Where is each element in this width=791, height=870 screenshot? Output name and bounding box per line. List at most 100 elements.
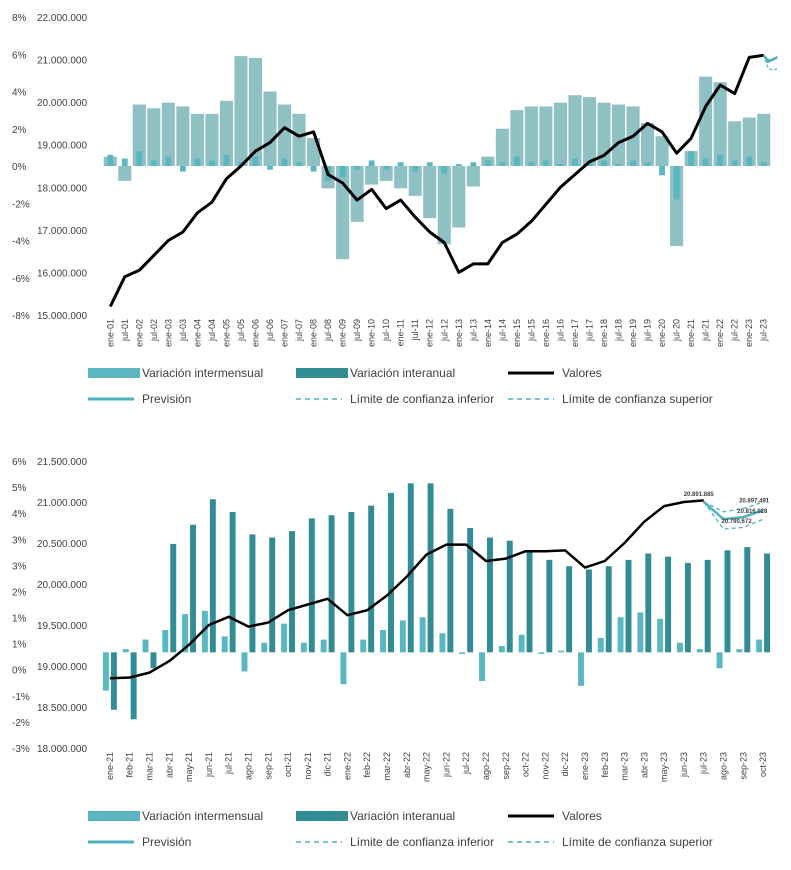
intermensual-bar (717, 154, 724, 166)
interanual-bar (407, 483, 414, 653)
intermensual-bar (223, 154, 230, 166)
intermensual-bar (760, 162, 767, 166)
interanual-bar (234, 56, 248, 166)
interanual-bar (704, 559, 711, 653)
x-tick-label: ene-18 (599, 319, 609, 347)
x-tick-label: ene-21 (686, 319, 696, 347)
x-tick-label: oct-23 (758, 752, 768, 777)
intermensual-bar (601, 160, 607, 166)
x-tick-label: jul-03 (178, 319, 188, 342)
interanual-bar (757, 113, 771, 166)
left-tick-label: 2% (12, 125, 27, 136)
x-tick-label: jun-23 (679, 752, 689, 778)
x-tick-label: jul-20 (672, 319, 682, 342)
intermensual-bar (252, 156, 259, 166)
left-tick-label: 3% (12, 535, 27, 546)
intermensual-bar (241, 652, 248, 672)
forecast-value-label: 20.816.028 (737, 509, 768, 515)
interanual-bar (526, 550, 533, 653)
left-tick-label: 1% (12, 640, 27, 651)
interanual-bar (269, 537, 276, 653)
interanual-bar (336, 166, 350, 260)
prevision-line (762, 54, 778, 64)
interanual-bar (670, 166, 684, 247)
right-tick-label: 21.000.000 (37, 498, 87, 509)
left-tick-label: -4% (12, 237, 30, 248)
interanual-bar (724, 550, 731, 653)
interanual-bar (611, 104, 626, 166)
x-tick-label: feb-21 (125, 752, 135, 778)
intermensual-bar (209, 160, 215, 166)
valores-line (109, 499, 704, 680)
interanual-bar (130, 652, 137, 720)
right-tick-label: 15.000.000 (37, 311, 87, 322)
legend-limite-superior-label: Límite de confianza superior (562, 835, 713, 849)
left-tick-label: 2% (12, 587, 27, 598)
x-tick-label: jul-02 (149, 319, 159, 342)
interanual-bar (568, 95, 582, 166)
interanual-bar (277, 104, 292, 166)
limite-superior-line (703, 501, 764, 513)
x-tick-label: jul-17 (584, 319, 594, 342)
intermensual-bar (716, 652, 723, 669)
interanual-bar (764, 553, 771, 653)
interanual-bar (205, 113, 219, 166)
interanual-bar (699, 76, 713, 166)
x-tick-label: ene-14 (483, 319, 493, 347)
x-tick-label: ene-03 (163, 319, 173, 347)
intermensual-bar (736, 649, 743, 653)
x-tick-label: ene-22 (715, 319, 725, 347)
right-tick-label: 20.000.000 (37, 580, 87, 591)
interanual-bar (546, 559, 553, 653)
x-tick-label: jul-21 (224, 752, 234, 775)
right-tick-label: 18.500.000 (37, 703, 87, 714)
intermensual-bar (360, 639, 367, 653)
x-tick-label: jul-22 (461, 752, 471, 775)
x-tick-label: mar-21 (144, 752, 154, 781)
intermensual-bar (281, 158, 288, 166)
right-tick-label: 22.000.000 (37, 13, 87, 24)
intermensual-bar (746, 156, 753, 166)
intermensual-bar (696, 649, 703, 653)
intermensual-bar (543, 160, 549, 166)
x-tick-label: ene-16 (541, 319, 551, 347)
intermensual-bar (484, 160, 491, 166)
interanual-bar (248, 57, 263, 166)
intermensual-bar (296, 162, 302, 166)
left-tick-label: -2% (12, 718, 30, 729)
intermensual-bar (354, 166, 361, 170)
interanual-bar (394, 166, 408, 189)
intermensual-bar (659, 166, 665, 176)
x-tick-label: jul-09 (352, 319, 362, 342)
left-tick-label: 4% (12, 509, 27, 520)
intermensual-bar (731, 160, 738, 166)
intermensual-bar (586, 162, 593, 166)
x-tick-label: jul-04 (207, 319, 217, 342)
x-tick-label: jul-13 (468, 319, 478, 342)
interanual-bar (467, 527, 474, 653)
x-tick-label: jul-01 (120, 319, 130, 342)
chart-2-reciente: -3% -2% -1% 0% 1% 1% 2% 3% 3% 4% 5% 6% 18.000.000 18.… (12, 457, 771, 849)
right-tick-label: 18.000.000 (37, 744, 87, 755)
x-tick-label: dic-21 (323, 752, 333, 777)
interanual-bar (553, 102, 567, 166)
x-tick-label: may-21 (184, 752, 194, 782)
intermensual-bar (479, 652, 485, 682)
x-tick-label: oct-22 (521, 752, 531, 777)
intermensual-bar (518, 634, 525, 653)
left-tick-label: -2% (12, 199, 30, 210)
x-tick-label: jun-22 (441, 752, 451, 778)
intermensual-bar (162, 630, 169, 653)
interanual-bar (263, 91, 277, 166)
intermensual-bar (107, 154, 114, 166)
legend-interanual-label: Variación interanual (350, 809, 455, 823)
legend-intermensual-swatch (88, 368, 140, 378)
left-tick-label: 6% (12, 50, 27, 61)
x-tick-label: jul-12 (439, 319, 449, 342)
interanual-bar (132, 104, 146, 166)
legend-valores-label: Valores (562, 809, 602, 823)
interanual-bar (147, 108, 161, 166)
intermensual-bar (300, 642, 307, 653)
interanual-bar (292, 113, 306, 166)
limite-inferior-line (763, 55, 778, 71)
